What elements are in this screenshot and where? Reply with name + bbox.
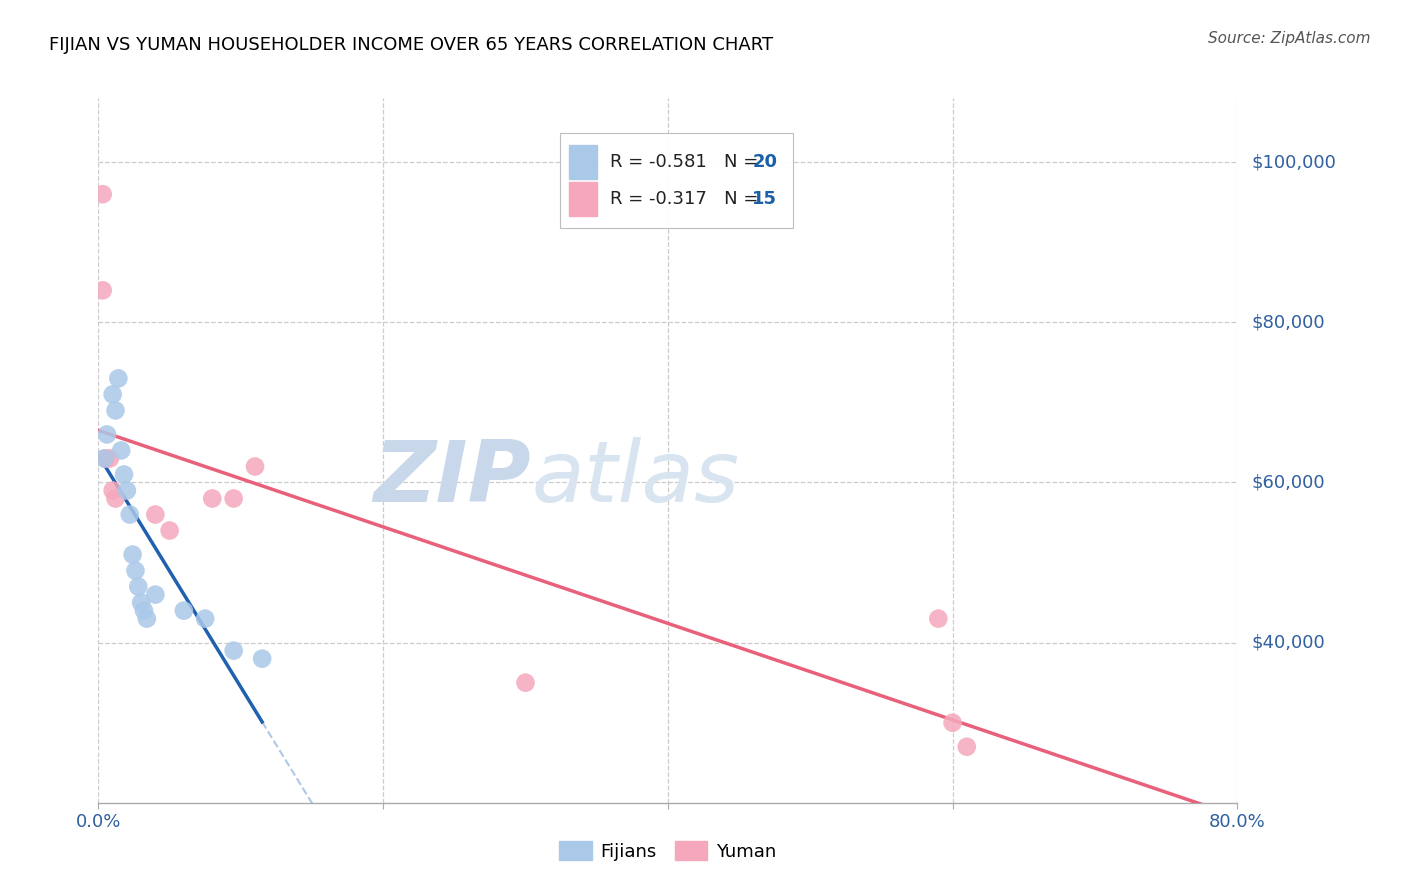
Point bbox=[127, 580, 149, 594]
Point bbox=[101, 483, 124, 498]
Text: atlas: atlas bbox=[531, 437, 740, 520]
Bar bbox=[569, 145, 598, 179]
Point bbox=[121, 548, 143, 562]
Point bbox=[145, 588, 167, 602]
Point bbox=[243, 459, 266, 474]
Point bbox=[107, 371, 129, 385]
Point bbox=[132, 604, 155, 618]
Text: R = -0.317   N =: R = -0.317 N = bbox=[610, 190, 763, 208]
Text: 20: 20 bbox=[752, 153, 778, 171]
Point bbox=[91, 283, 114, 297]
Point bbox=[115, 483, 138, 498]
Point bbox=[124, 564, 146, 578]
Point bbox=[942, 715, 965, 730]
Text: FIJIAN VS YUMAN HOUSEHOLDER INCOME OVER 65 YEARS CORRELATION CHART: FIJIAN VS YUMAN HOUSEHOLDER INCOME OVER … bbox=[49, 36, 773, 54]
Point bbox=[927, 612, 949, 626]
Text: $100,000: $100,000 bbox=[1251, 153, 1336, 171]
Text: $80,000: $80,000 bbox=[1251, 313, 1324, 331]
Point bbox=[135, 612, 157, 626]
Point bbox=[96, 427, 118, 442]
Point bbox=[101, 387, 124, 401]
Point bbox=[222, 643, 245, 657]
Point bbox=[129, 596, 152, 610]
Text: $60,000: $60,000 bbox=[1251, 474, 1324, 491]
Point bbox=[250, 651, 273, 665]
Point bbox=[94, 451, 117, 466]
Point bbox=[173, 604, 195, 618]
Point bbox=[222, 491, 245, 506]
Point bbox=[515, 675, 537, 690]
Point bbox=[104, 491, 127, 506]
Bar bbox=[569, 182, 598, 216]
Point bbox=[956, 739, 979, 754]
Point bbox=[93, 451, 115, 466]
Text: Source: ZipAtlas.com: Source: ZipAtlas.com bbox=[1208, 31, 1371, 46]
Legend: Fijians, Yuman: Fijians, Yuman bbox=[551, 834, 785, 868]
Text: $40,000: $40,000 bbox=[1251, 633, 1324, 652]
Point bbox=[104, 403, 127, 417]
Point bbox=[110, 443, 132, 458]
Point bbox=[118, 508, 141, 522]
Point bbox=[112, 467, 135, 482]
Point bbox=[201, 491, 224, 506]
Point bbox=[145, 508, 167, 522]
Point bbox=[194, 612, 217, 626]
Point bbox=[91, 187, 114, 202]
Text: ZIP: ZIP bbox=[374, 437, 531, 520]
Text: R = -0.581   N =: R = -0.581 N = bbox=[610, 153, 763, 171]
Text: 15: 15 bbox=[752, 190, 778, 208]
Point bbox=[159, 524, 181, 538]
FancyBboxPatch shape bbox=[560, 134, 793, 228]
Point bbox=[98, 451, 121, 466]
